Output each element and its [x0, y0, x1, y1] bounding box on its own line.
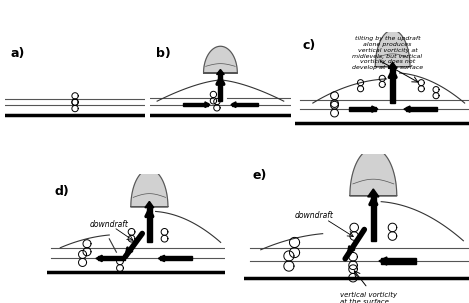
Text: vertical vorticity
at the surface: vertical vorticity at the surface: [340, 291, 397, 303]
Polygon shape: [375, 30, 410, 67]
Polygon shape: [372, 106, 378, 112]
FancyBboxPatch shape: [147, 208, 151, 242]
Polygon shape: [158, 255, 165, 262]
Polygon shape: [350, 148, 397, 196]
Polygon shape: [204, 46, 237, 73]
FancyBboxPatch shape: [406, 107, 437, 111]
Text: e): e): [253, 169, 267, 182]
FancyBboxPatch shape: [98, 256, 125, 261]
Polygon shape: [231, 102, 236, 108]
Polygon shape: [96, 255, 102, 262]
FancyBboxPatch shape: [183, 103, 208, 106]
Polygon shape: [388, 62, 397, 68]
FancyBboxPatch shape: [160, 256, 192, 261]
Text: c): c): [303, 39, 316, 52]
Polygon shape: [145, 201, 154, 208]
Text: downdraft: downdraft: [295, 211, 333, 221]
Polygon shape: [205, 102, 210, 108]
FancyBboxPatch shape: [349, 107, 376, 111]
Text: b): b): [156, 47, 170, 60]
Polygon shape: [379, 257, 387, 265]
Text: a): a): [10, 47, 25, 60]
Text: d): d): [54, 185, 69, 198]
Polygon shape: [368, 189, 379, 197]
Text: tilting by the updraft
alone produces
vertical vorticity at
midlevels, but verti: tilting by the updraft alone produces ve…: [352, 36, 423, 70]
FancyBboxPatch shape: [219, 75, 222, 101]
FancyBboxPatch shape: [232, 103, 257, 106]
Text: downdraft: downdraft: [90, 220, 129, 229]
Polygon shape: [131, 169, 168, 207]
Polygon shape: [404, 106, 410, 112]
FancyBboxPatch shape: [371, 197, 376, 241]
FancyBboxPatch shape: [391, 68, 395, 103]
Polygon shape: [217, 69, 224, 75]
FancyBboxPatch shape: [381, 258, 416, 264]
